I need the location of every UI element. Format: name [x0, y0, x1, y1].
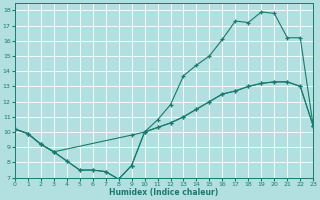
X-axis label: Humidex (Indice chaleur): Humidex (Indice chaleur)	[109, 188, 219, 197]
